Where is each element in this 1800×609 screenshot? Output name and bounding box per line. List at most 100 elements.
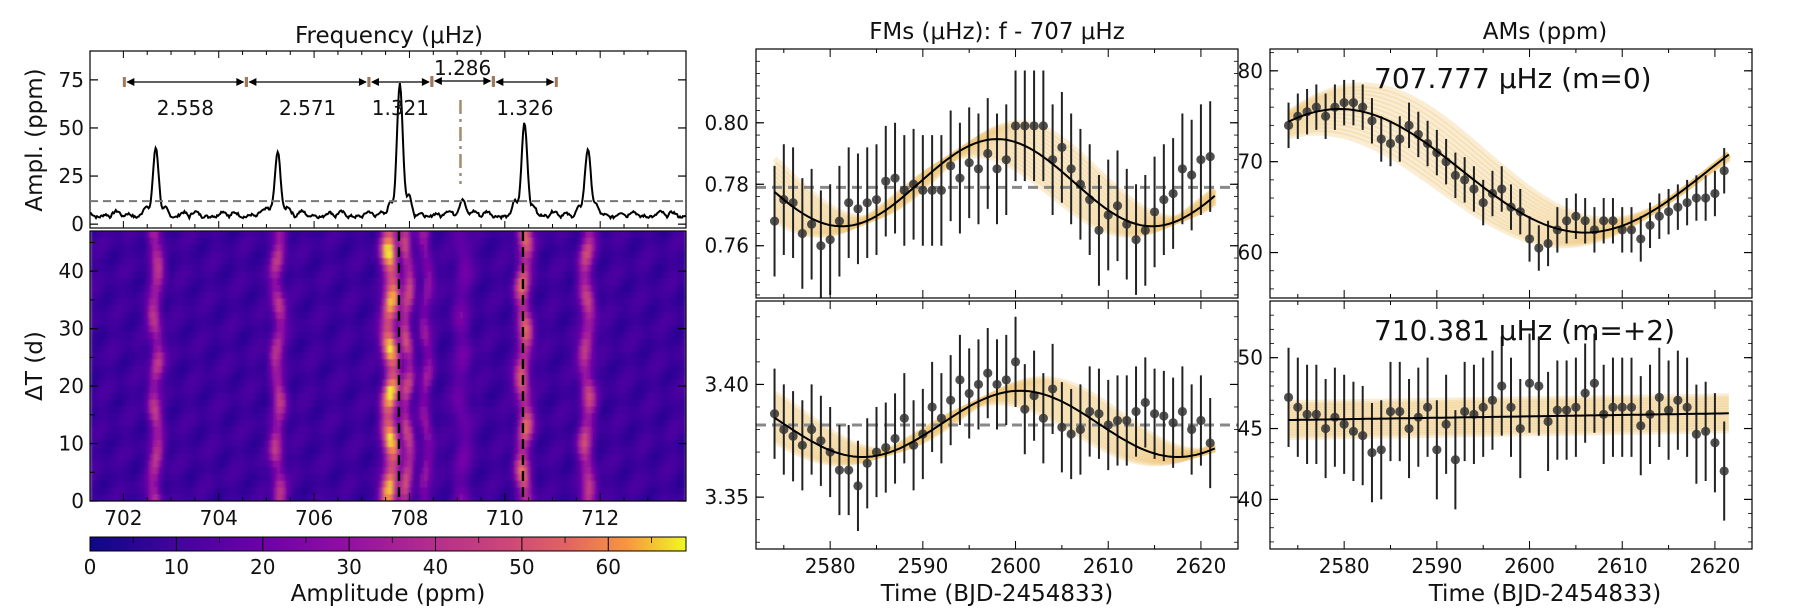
heatmap-cell xyxy=(590,237,596,246)
heatmap-cell xyxy=(666,372,671,381)
heatmap-cell xyxy=(213,318,218,327)
heatmap-cell xyxy=(443,379,449,387)
heatmap-cell xyxy=(388,305,393,313)
heatmap-cell xyxy=(538,305,544,313)
heatmap-cell xyxy=(344,332,349,340)
heatmap-cell xyxy=(336,359,341,367)
heatmap-cell xyxy=(225,426,230,435)
heatmap-cell xyxy=(546,352,552,360)
heatmap-cell xyxy=(634,399,639,408)
heatmap-cell xyxy=(233,359,238,367)
heatmap-cell xyxy=(455,426,461,435)
heatmap-cell xyxy=(638,359,643,367)
heatmap-cell xyxy=(388,426,393,435)
heatmap-cell xyxy=(225,352,230,360)
heatmap-cell xyxy=(240,251,246,259)
heatmap-cell xyxy=(125,278,131,286)
heatmap-cell xyxy=(141,399,147,408)
heatmap-cell xyxy=(646,318,651,327)
heatmap-cell xyxy=(391,332,397,340)
heatmap-cell xyxy=(356,237,361,246)
heatmap-cell xyxy=(415,413,421,421)
heatmap-cell xyxy=(558,237,564,246)
heatmap-cell xyxy=(364,379,369,387)
heatmap-cell xyxy=(475,258,480,266)
heatmap-cell xyxy=(244,251,250,259)
heatmap-cell xyxy=(173,237,179,246)
heatmap-cell xyxy=(439,359,445,367)
heatmap-cell xyxy=(511,393,516,401)
heatmap-cell xyxy=(674,413,679,421)
heatmap-cell xyxy=(407,406,413,414)
heatmap-cell xyxy=(356,325,361,333)
heatmap-cell xyxy=(590,305,596,313)
heatmap-cell xyxy=(554,244,560,252)
heatmap-cell xyxy=(535,258,540,266)
heatmap-cell xyxy=(419,278,425,286)
heatmap-cell xyxy=(197,271,202,279)
heatmap-cell xyxy=(364,433,369,441)
heatmap-cell xyxy=(145,278,151,286)
heatmap-cell xyxy=(598,345,604,354)
heatmap-cell xyxy=(662,372,667,381)
heatmap-cell xyxy=(125,359,131,367)
heatmap-cell xyxy=(137,339,143,347)
heatmap-cell xyxy=(507,413,512,421)
heatmap-cell xyxy=(272,332,278,340)
heatmap-cell xyxy=(280,339,286,347)
heatmap-cell xyxy=(288,258,294,266)
heatmap-cell xyxy=(658,399,663,408)
heatmap-cell xyxy=(316,231,322,239)
heatmap-cell xyxy=(459,285,465,293)
heatmap-cell xyxy=(304,366,310,374)
heatmap-cell xyxy=(344,420,349,428)
heatmap-cell xyxy=(586,258,592,266)
heatmap-cell xyxy=(415,406,421,414)
heatmap-cell xyxy=(670,352,675,360)
heatmap-cell xyxy=(566,291,572,300)
heatmap-cell xyxy=(356,264,361,273)
heatmap-cell xyxy=(431,285,437,293)
heatmap-cell xyxy=(546,372,552,381)
heatmap-cell xyxy=(388,386,393,394)
heatmap-cell xyxy=(185,305,190,313)
heatmap-cell xyxy=(364,372,369,381)
heatmap-cell xyxy=(312,366,318,374)
heatmap-cell xyxy=(244,386,250,394)
heatmap-cell xyxy=(157,278,163,286)
heatmap-cell xyxy=(626,231,631,239)
heatmap-cell xyxy=(538,352,544,360)
heatmap-cell xyxy=(189,318,194,327)
heatmap-cell xyxy=(141,298,147,306)
heatmap-cell xyxy=(535,237,540,246)
heatmap-cell xyxy=(260,379,266,387)
heatmap-cell xyxy=(288,393,294,401)
heatmap-cell xyxy=(260,318,266,327)
heatmap-cell xyxy=(109,312,115,320)
heatmap-cell xyxy=(574,399,580,408)
heatmap-cell xyxy=(169,359,175,367)
heatmap-cell xyxy=(467,379,473,387)
heatmap-cell xyxy=(324,318,329,327)
heatmap-cell xyxy=(316,332,322,340)
heatmap-cell xyxy=(439,366,445,374)
heatmap-cell xyxy=(240,264,246,273)
heatmap-cell xyxy=(109,366,115,374)
heatmap-cell xyxy=(205,372,210,381)
heatmap-cell xyxy=(590,379,596,387)
heatmap-cell xyxy=(419,366,425,374)
heatmap-cell xyxy=(626,298,631,306)
heatmap-cell xyxy=(252,264,258,273)
heatmap-cell xyxy=(566,406,572,414)
heatmap-cell xyxy=(121,345,127,354)
heatmap-cell xyxy=(189,291,194,300)
heatmap-cell xyxy=(225,271,230,279)
heatmap-cell xyxy=(316,318,322,327)
heatmap-cell xyxy=(646,325,651,333)
heatmap-cell xyxy=(666,285,671,293)
heatmap-cell xyxy=(300,413,306,421)
heatmap-cell xyxy=(133,406,139,414)
heatmap-cell xyxy=(511,332,516,340)
heatmap-cell xyxy=(260,359,266,367)
heatmap-cell xyxy=(304,264,310,273)
